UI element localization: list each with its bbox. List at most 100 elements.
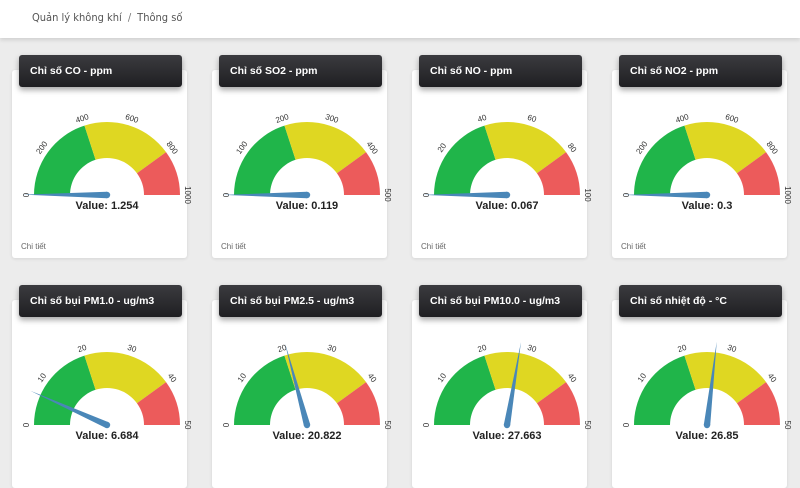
gauge-chart: 0 10 20 30 40 50 Value: 26.85: [622, 341, 792, 442]
gauge-tick-label: 20: [677, 343, 689, 354]
gauge-band-mid: [684, 352, 767, 404]
gauge-band-high: [136, 152, 180, 195]
gauge-card-title: Chỉ số bụi PM2.5 - ug/m3: [219, 285, 382, 317]
gauge-card: Chỉ số SO2 - ppm0100200300400500Value: 0…: [212, 55, 392, 258]
top-bar: Quản lý không khí / Thông số: [0, 0, 800, 38]
gauge-needle: [503, 342, 521, 426]
gauge-tick-label: 1000: [183, 186, 192, 204]
gauge-card: Chỉ số bụi PM1.0 - ug/m3 0 10 20 30 40 50 Value…: [12, 285, 192, 488]
gauge-tick-label: 30: [726, 343, 738, 354]
gauge-needle-hub: [303, 191, 311, 199]
gauge-band-low: [634, 125, 696, 195]
gauge-tick-label: 600: [724, 112, 740, 125]
gauge-needle-hub: [503, 421, 511, 429]
gauge-band-mid: [284, 352, 367, 404]
gauge-tick-label: 30: [326, 343, 338, 354]
gauge-tick-label: 40: [766, 371, 779, 384]
gauge-needle: [23, 191, 108, 199]
gauge-tick-label: 40: [366, 371, 379, 384]
gauge-tick-label: 40: [566, 371, 579, 384]
gauge-band-mid: [284, 122, 367, 174]
details-link[interactable]: Chi tiết: [21, 242, 46, 251]
gauge-tick-label: 50: [383, 421, 392, 430]
gauge-needle-hub: [503, 191, 511, 199]
gauge-tick-label: 0: [622, 422, 631, 427]
gauge-value-label: Value: 0.3: [682, 200, 733, 212]
gauge-band-high: [536, 152, 580, 195]
gauge-value-label: Value: 20.822: [272, 430, 341, 442]
gauge-tick-label: 100: [583, 188, 592, 202]
gauge-card-title: Chỉ số CO - ppm: [19, 55, 182, 87]
gauge-tick-label: 10: [236, 371, 249, 384]
details-link[interactable]: Chi tiết: [421, 242, 446, 251]
gauge-tick-label: 20: [477, 343, 489, 354]
gauge-value-label: Value: 27.663: [472, 430, 541, 442]
gauge-band-high: [136, 382, 180, 425]
gauge-band-low: [634, 355, 696, 425]
gauge-tick-label: 10: [436, 371, 449, 384]
gauge-tick-label: 80: [566, 141, 579, 154]
gauge-needle: [623, 191, 708, 199]
gauge-tick-label: 40: [166, 371, 179, 384]
breadcrumb-separator: /: [127, 11, 132, 24]
gauge-card: Chỉ số nhiệt độ - °C 0 10 20 30 40 50 Value: 26…: [612, 285, 792, 488]
gauge-card-title: Chỉ số bụi PM10.0 - ug/m3: [419, 285, 582, 317]
gauge-tick-label: 0: [622, 192, 631, 197]
gauge-band-high: [536, 382, 580, 425]
gauge-chart: 0100200300400500Value: 0.119: [222, 112, 392, 212]
gauge-card-title: Chỉ số bụi PM1.0 - ug/m3: [19, 285, 182, 317]
gauge-tick-label: 10: [636, 371, 649, 384]
gauge-needle-hub: [303, 421, 311, 429]
details-link[interactable]: Chi tiết: [621, 242, 646, 251]
gauge-tick-label: 40: [477, 113, 489, 124]
gauge-tick-label: 20: [436, 141, 449, 154]
gauge-band-low: [234, 125, 296, 195]
details-link[interactable]: Chi tiết: [221, 242, 246, 251]
gauge-needle: [285, 343, 311, 426]
gauge-value-label: Value: 1.254: [76, 200, 140, 212]
gauge-tick-label: 0: [222, 192, 231, 197]
gauge-card-title: Chỉ số SO2 - ppm: [219, 55, 382, 87]
gauge-band-high: [736, 382, 780, 425]
gauge-tick-label: 400: [674, 112, 690, 125]
gauge-band-mid: [84, 352, 167, 404]
gauge-needle: [223, 191, 308, 199]
breadcrumb-root-link[interactable]: Quản lý không khí: [32, 11, 122, 24]
gauge-value-label: Value: 6.684: [76, 430, 140, 442]
gauge-band-low: [434, 355, 496, 425]
gauge-band-low: [34, 355, 96, 425]
gauge-tick-label: 50: [183, 421, 192, 430]
gauge-tick-label: 0: [422, 422, 431, 427]
gauge-card: Chỉ số CO - ppm 0 200 400 600 800 1000 Value: 1…: [12, 55, 192, 258]
gauge-tick-label: 30: [126, 343, 138, 354]
gauge-band-mid: [84, 122, 167, 174]
gauge-tick-label: 0: [22, 422, 31, 427]
gauge-value-label: Value: 0.119: [276, 200, 338, 212]
gauge-chart: 0 10 20 30 40 50 Value: 27.663: [422, 342, 592, 442]
gauge-tick-label: 20: [77, 343, 89, 354]
gauge-band-low: [34, 125, 96, 195]
gauge-band-high: [336, 152, 380, 195]
gauge-value-label: Value: 0.067: [476, 200, 539, 212]
gauge-needle-hub: [103, 191, 111, 199]
gauge-band-low: [434, 125, 496, 195]
gauge-card-title: Chỉ số nhiệt độ - °C: [619, 285, 782, 317]
gauge-card: Chỉ số bụi PM2.5 - ug/m3 0 10 20 30 40 50 Value…: [212, 285, 392, 488]
gauge-needle-hub: [103, 421, 111, 429]
gauge-tick-label: 600: [124, 112, 140, 125]
gauge-needle: [30, 390, 109, 428]
gauge-card-title: Chỉ số NO - ppm: [419, 55, 582, 87]
gauge-band-mid: [484, 352, 567, 404]
gauge-tick-label: 10: [36, 371, 49, 384]
gauge-tick-label: 0: [222, 422, 231, 427]
gauge-needle: [703, 341, 717, 426]
gauge-card-title: Chỉ số NO2 - ppm: [619, 55, 782, 87]
gauge-card: Chỉ số NO2 - ppm02004006008001000Value: …: [612, 55, 792, 258]
gauge-band-mid: [684, 122, 767, 174]
gauge-tick-label: 400: [74, 112, 90, 125]
gauge-chart: 0 10 20 30 40 50 Value: 20.822: [222, 343, 392, 442]
gauge-tick-label: 30: [526, 343, 538, 354]
gauge-tick-label: 60: [526, 113, 538, 124]
